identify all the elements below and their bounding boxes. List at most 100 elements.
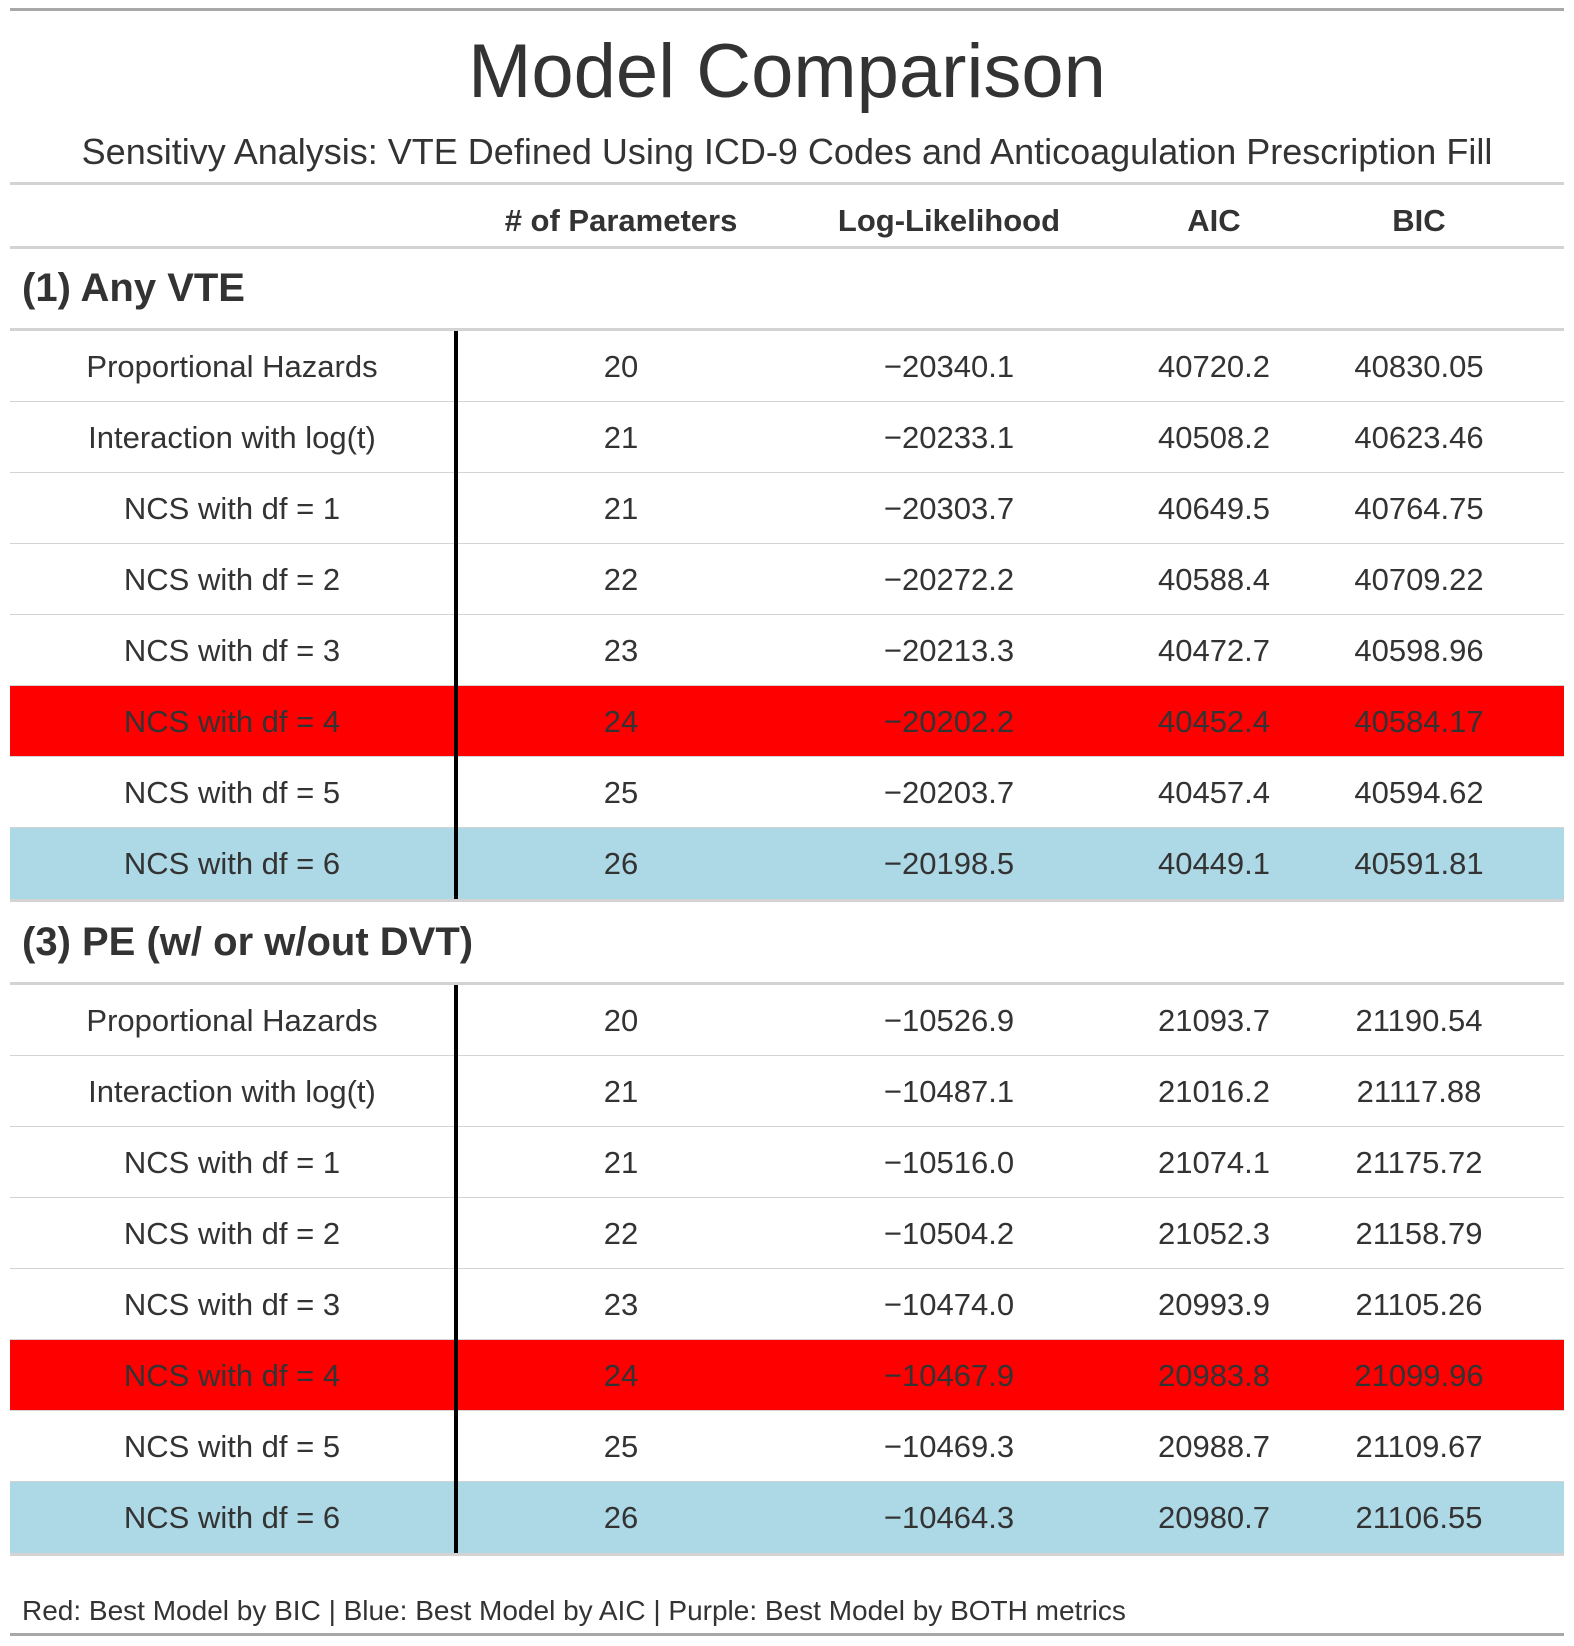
row-divider [10,756,1564,757]
cell-model: Interaction with log(t) [88,1074,376,1109]
cell-log-likelihood: −20198.5 [883,846,1015,881]
table-subtitle: Sensitivy Analysis: VTE Defined Using IC… [81,131,1493,172]
table-row: NCS with df = 4 24 −10467.9 20983.8 21099.96 [10,1340,1564,1411]
cell-bic: 40591.81 [1354,846,1484,881]
header-bottom-border [10,246,1564,249]
cell-aic: 40588.4 [1157,562,1271,597]
cell-model: NCS with df = 4 [123,1358,341,1393]
cell-aic: 40457.4 [1157,775,1271,810]
cell-aic: 20993.9 [1157,1287,1271,1322]
cell-log-likelihood: −10464.3 [883,1500,1015,1535]
group-label: (1) Any VTE [22,266,245,310]
cell-bic: 40584.17 [1354,704,1484,739]
cell-model: Proportional Hazards [86,1003,378,1038]
row-divider [10,1339,1564,1340]
stub-divider [454,331,458,899]
cell-parameters: 24 [603,1358,639,1393]
cell-bic: 40598.96 [1354,633,1484,668]
cell-model: NCS with df = 5 [123,1429,341,1464]
cell-log-likelihood: −20340.1 [883,349,1015,384]
cell-bic: 21109.67 [1355,1429,1483,1464]
row-divider [10,827,1564,828]
row-divider [10,543,1564,544]
table-row: Proportional Hazards 20 −20340.1 40720.2 408… [10,331,1564,402]
table-title: Model Comparison [468,29,1106,114]
cell-bic: 40709.22 [1354,562,1484,597]
cell-parameters: 21 [603,420,639,455]
cell-bic: 40764.75 [1354,491,1484,526]
cell-aic: 40472.7 [1157,633,1271,668]
cell-aic: 21052.3 [1157,1216,1271,1251]
row-divider [10,401,1564,402]
cell-aic: 20983.8 [1157,1358,1271,1393]
cell-aic: 21074.1 [1157,1145,1271,1180]
cell-parameters: 26 [603,1500,639,1535]
cell-log-likelihood: −10526.9 [883,1003,1015,1038]
cell-aic: 40508.2 [1157,420,1271,455]
cell-aic: 20988.7 [1157,1429,1271,1464]
group-border [10,328,1564,331]
cell-aic: 40649.5 [1157,491,1271,526]
header-top-border [10,182,1564,185]
cell-log-likelihood: −20233.1 [883,420,1015,455]
cell-parameters: 24 [603,704,639,739]
group-bottom-border [10,1553,1564,1556]
cell-model: NCS with df = 3 [123,633,341,668]
cell-log-likelihood: −20303.7 [883,491,1015,526]
table-row: NCS with df = 2 22 −10504.2 21052.3 21158.79 [10,1198,1564,1269]
cell-log-likelihood: −20202.2 [883,704,1015,739]
cell-model: NCS with df = 1 [123,1145,341,1180]
column-header-aic: AIC [1187,203,1241,238]
table-row: NCS with df = 1 21 −10516.0 21074.1 21175.72 [10,1127,1564,1198]
cell-bic: 40594.62 [1354,775,1484,810]
cell-model: Interaction with log(t) [88,420,376,455]
cell-bic: 21099.96 [1354,1358,1484,1393]
table-row: NCS with df = 6 26 −10464.3 20980.7 21106.55 [10,1482,1564,1553]
cell-parameters: 21 [603,491,639,526]
cell-log-likelihood: −20272.2 [883,562,1015,597]
cell-aic: 40452.4 [1157,704,1271,739]
cell-model: NCS with df = 6 [123,846,341,881]
cell-aic: 20980.7 [1157,1500,1271,1535]
table-footnote: Red: Best Model by BIC | Blue: Best Mode… [22,1595,1126,1626]
cell-parameters: 25 [603,775,639,810]
cell-parameters: 23 [603,1287,639,1322]
table-row: NCS with df = 1 21 −20303.7 40649.5 40764.75 [10,473,1564,544]
cell-log-likelihood: −20213.3 [883,633,1015,668]
bottom-border [10,1633,1564,1636]
cell-aic: 40449.1 [1157,846,1271,881]
table-row: Proportional Hazards 20 −10526.9 21093.7 211… [10,985,1564,1056]
cell-parameters: 21 [603,1145,639,1180]
cell-parameters: 21 [603,1074,639,1109]
row-divider [10,1481,1564,1482]
cell-bic: 21117.88 [1356,1074,1482,1109]
table-row: NCS with df = 4 24 −20202.2 40452.4 40584.17 [10,686,1564,757]
cell-model: NCS with df = 2 [123,1216,341,1251]
cell-bic: 40623.46 [1354,420,1484,455]
cell-parameters: 26 [603,846,639,881]
group-border [10,982,1564,985]
table-row: NCS with df = 5 25 −20203.7 40457.4 40594.62 [10,757,1564,828]
row-divider [10,1197,1564,1198]
table-row: NCS with df = 2 22 −20272.2 40588.4 40709.22 [10,544,1564,615]
cell-log-likelihood: −10469.3 [883,1429,1015,1464]
cell-bic: 21106.55 [1355,1500,1483,1535]
cell-model: NCS with df = 3 [123,1287,341,1322]
cell-model: NCS with df = 4 [123,704,341,739]
cell-log-likelihood: −10487.1 [883,1074,1015,1109]
column-header-log-likelihood: Log-Likelihood [837,203,1061,238]
cell-aic: 40720.2 [1157,349,1271,384]
column-header-bic: BIC [1392,203,1446,238]
cell-log-likelihood: −10504.2 [883,1216,1015,1251]
table-row: NCS with df = 3 23 −20213.3 40472.7 40598.96 [10,615,1564,686]
table-row: Interaction with log(t) 21 −20233.1 40508.2… [10,402,1564,473]
cell-log-likelihood: −10467.9 [883,1358,1015,1393]
row-divider [10,1410,1564,1411]
table-row: Interaction with log(t) 21 −10487.1 21016.2… [10,1056,1564,1127]
cell-bic: 40830.05 [1354,349,1484,384]
cell-bic: 21105.26 [1355,1287,1483,1322]
table-row: NCS with df = 5 25 −10469.3 20988.7 21109.67 [10,1411,1564,1482]
cell-parameters: 20 [603,1003,639,1038]
cell-model: NCS with df = 1 [123,491,341,526]
cell-parameters: 23 [603,633,639,668]
